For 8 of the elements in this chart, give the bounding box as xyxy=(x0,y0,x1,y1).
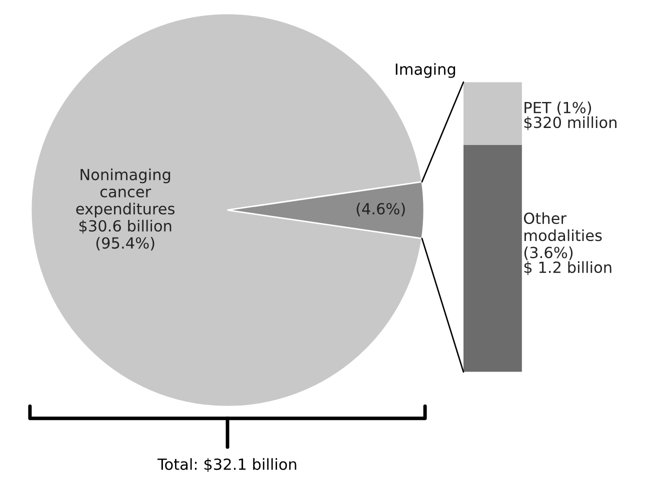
series-label: Other modalities (3.6%) xyxy=(524,212,602,260)
series-label: PET (1%) xyxy=(524,102,592,116)
text: Total: $32.1 billion xyxy=(157,458,296,472)
data-label: Nonimaging cancer expenditures $30.6 billion (95.4%) xyxy=(76,168,174,251)
text: $320 million xyxy=(524,116,616,130)
chart-title: Imaging xyxy=(396,63,456,78)
text: $ 1.2 billion xyxy=(524,261,612,276)
data-label: (4.6%) xyxy=(356,202,405,216)
